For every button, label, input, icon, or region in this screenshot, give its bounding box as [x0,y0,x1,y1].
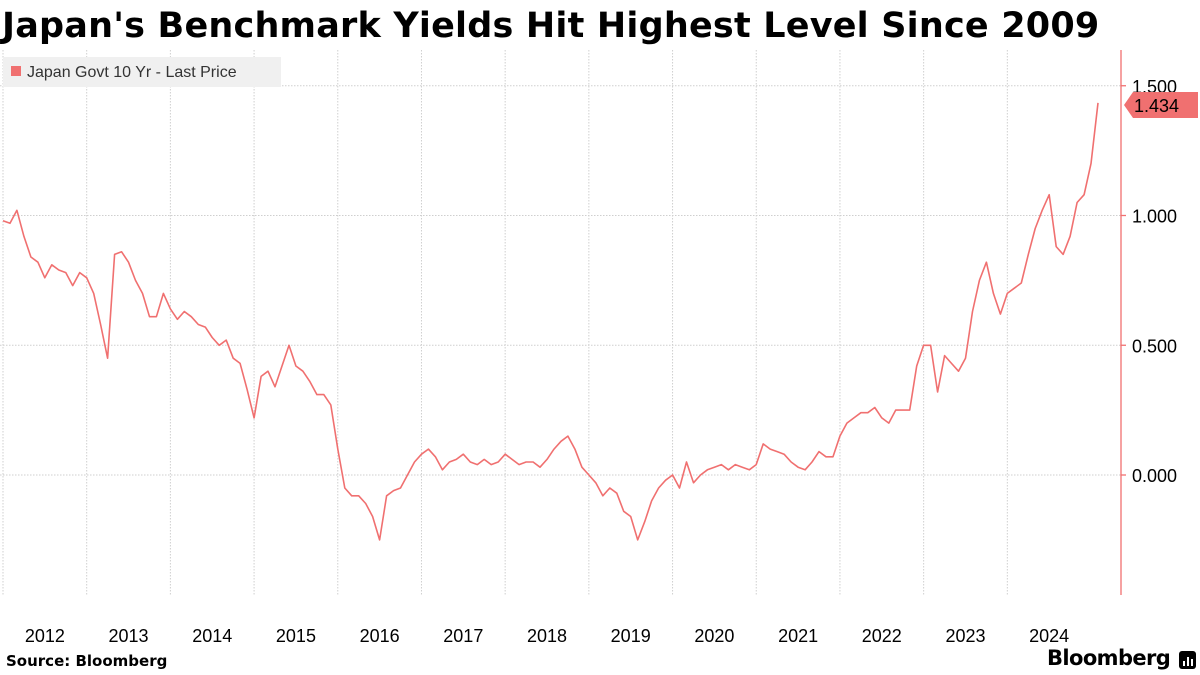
x-tick-label: 2018 [527,626,567,646]
brand-logo: Bloomberg [1047,646,1171,670]
y-tick-label: 0.000 [1132,466,1177,486]
x-tick-label: 2022 [862,626,902,646]
last-value-tag [1124,92,1198,118]
x-tick-label: 2024 [1029,626,1069,646]
x-tick-label: 2013 [109,626,149,646]
legend: Japan Govt 10 Yr - Last Price [3,57,281,87]
x-tick-label: 2019 [611,626,651,646]
series-group [2,102,1099,541]
last-value-marker: 1.434 [1124,92,1198,118]
x-tick-label: 2016 [360,626,400,646]
y-tick-label: 1.500 [1132,77,1177,97]
x-tick-label: 2017 [443,626,483,646]
x-tick-label: 2012 [25,626,65,646]
legend-label: Japan Govt 10 Yr - Last Price [27,64,237,81]
y-tick-label: 1.000 [1132,207,1177,227]
chart-title: Japan's Benchmark Yields Hit Highest Lev… [2,6,1100,46]
legend-background [3,57,281,87]
x-tick-label: 2023 [945,626,985,646]
y-tick-label: 0.500 [1132,336,1177,356]
y-tick-labels: 0.000 0.500 1.000 1.500 [1121,77,1177,486]
series-line [2,102,1099,541]
legend-swatch [11,66,21,76]
last-value-label: 1.434 [1134,96,1179,116]
x-tick-label: 2014 [192,626,232,646]
x-tick-label: 2020 [694,626,734,646]
chart-badge-icon [1179,651,1196,669]
x-tick-labels: 2012 2013 2014 2015 2016 2017 2018 2019 2020 2021… [25,626,1069,646]
x-tick-label: 2021 [778,626,818,646]
grid-lines [0,50,1121,595]
x-tick-label: 2015 [276,626,316,646]
source-note: Source: Bloomberg [6,652,168,670]
